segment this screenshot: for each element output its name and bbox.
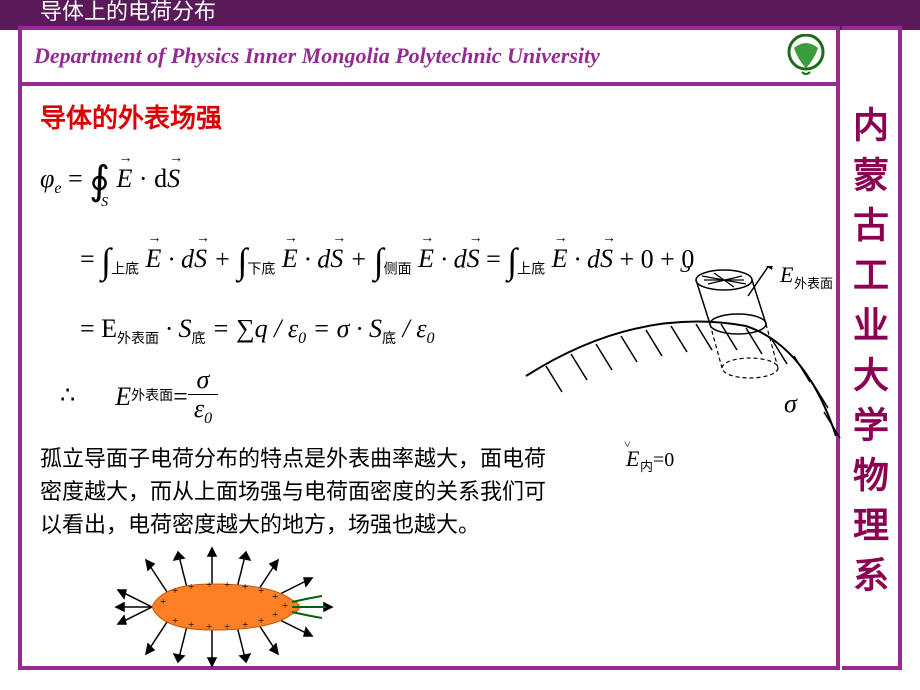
E-vector: E bbox=[117, 164, 133, 193]
int-bottom: 下底 bbox=[247, 263, 275, 278]
svg-text:+: + bbox=[206, 579, 212, 591]
over-eps: / ε bbox=[402, 314, 426, 343]
label-E-in-sub: 内 bbox=[640, 459, 653, 474]
svg-text:+: + bbox=[188, 619, 194, 631]
svg-text:+: + bbox=[272, 609, 278, 621]
university-logo-icon bbox=[786, 34, 826, 78]
fraction: σ ε0 bbox=[188, 366, 218, 428]
S-base-sub: 底 bbox=[192, 332, 206, 347]
S-base-sub2: 底 bbox=[382, 332, 396, 347]
svg-text:+: + bbox=[258, 615, 264, 627]
S-vector: S bbox=[167, 164, 180, 193]
svg-text:+: + bbox=[242, 619, 248, 631]
phi-symbol: φ bbox=[40, 164, 54, 193]
int-side: 侧面 bbox=[384, 263, 412, 278]
E-final: E bbox=[115, 374, 131, 421]
ext-surf-sub: 外表面 bbox=[117, 332, 159, 347]
svg-text:+: + bbox=[242, 581, 248, 593]
eps-sub: 0 bbox=[204, 411, 212, 428]
label-E-ext: E bbox=[779, 266, 794, 287]
gaussian-pillbox-diagram: S E ˅ 外表面 σ E ˅ 内 =0 bbox=[516, 266, 846, 546]
svg-text:+: + bbox=[224, 579, 230, 591]
department-title: Department of Physics Inner Mongolia Pol… bbox=[34, 43, 600, 69]
explanation-paragraph: 孤立导面子电荷分布的特点是外表曲率越大，面电荷密度越大，而从上面场强与电荷面密度… bbox=[40, 442, 560, 541]
frac-den: ε0 bbox=[188, 395, 218, 428]
bg-strip-text: 导体上的电荷分布 bbox=[0, 0, 920, 24]
svg-text:˅: ˅ bbox=[624, 437, 631, 451]
label-S: S bbox=[680, 266, 691, 277]
slide-content: 导体的外表场强 φe = ∮S E · dS = ∫上底 E · dS + ∫下… bbox=[22, 86, 836, 662]
eq3-E: = E bbox=[80, 314, 117, 343]
label-sigma: σ bbox=[784, 389, 798, 418]
carrot-field-diagram: + + + + + + + + + + + + + + + + bbox=[112, 542, 372, 672]
svg-text:+: + bbox=[224, 621, 230, 633]
equation-line-1: φe = ∮S E · dS bbox=[40, 145, 818, 217]
sum-q: = ∑q / ε bbox=[212, 314, 298, 343]
section-title: 导体的外表场强 bbox=[40, 98, 818, 135]
eps-sym: ε bbox=[194, 394, 204, 423]
svg-text:+: + bbox=[272, 591, 278, 603]
eps0-sub2: 0 bbox=[426, 330, 434, 347]
svg-text:+: + bbox=[258, 585, 264, 597]
therefore-symbol: ∴ bbox=[60, 375, 75, 418]
E-final-sub: 外表面 bbox=[131, 384, 173, 409]
integral-bound-S: S bbox=[101, 190, 108, 215]
eq-prefix-2: = bbox=[80, 244, 101, 273]
svg-text:˅: ˅ bbox=[778, 266, 785, 267]
eq-sign: = bbox=[68, 164, 89, 193]
svg-text:+: + bbox=[160, 596, 166, 608]
sidebar-calligraphy: 内蒙古工业大学物理系 bbox=[842, 30, 894, 666]
svg-text:+: + bbox=[172, 585, 178, 597]
label-E-ext-sub: 外表面 bbox=[794, 276, 833, 291]
int-top: 上底 bbox=[111, 263, 139, 278]
frac-num: σ bbox=[188, 366, 218, 396]
eq-final: = bbox=[173, 374, 188, 421]
svg-text:+: + bbox=[206, 621, 212, 633]
main-slide-frame: Department of Physics Inner Mongolia Pol… bbox=[18, 26, 840, 670]
sigma-S: = σ · S bbox=[313, 314, 382, 343]
right-sidebar: 内蒙古工业大学物理系 bbox=[842, 26, 902, 670]
svg-text:+: + bbox=[282, 600, 288, 612]
svg-text:+: + bbox=[172, 615, 178, 627]
dot-dS: · d bbox=[132, 164, 167, 193]
label-E-in-val: =0 bbox=[653, 449, 674, 471]
dot-S: · S bbox=[166, 314, 192, 343]
phi-sub: e bbox=[54, 180, 61, 197]
eps0-sub1: 0 bbox=[298, 330, 306, 347]
svg-text:+: + bbox=[188, 581, 194, 593]
header-bar: Department of Physics Inner Mongolia Pol… bbox=[22, 30, 836, 86]
